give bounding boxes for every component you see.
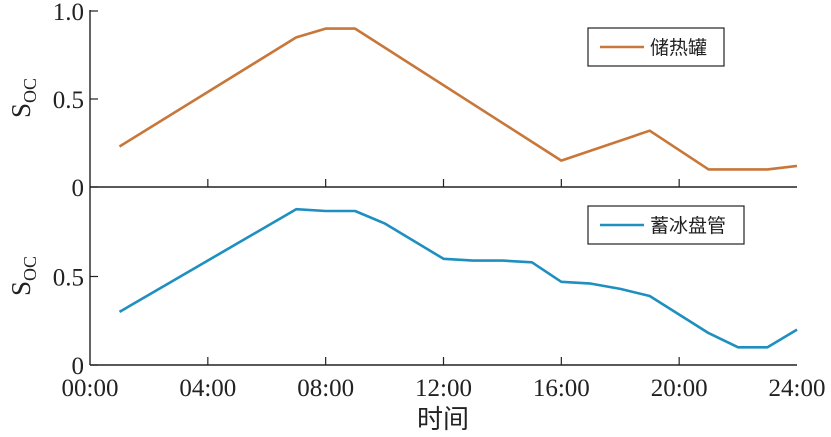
y-tick-label: 0 xyxy=(72,353,85,380)
x-tick-label: 04:00 xyxy=(179,375,236,402)
x-tick-label: 00:00 xyxy=(62,375,119,402)
x-tick-label: 20:00 xyxy=(651,375,708,402)
top-series-lines xyxy=(118,27,798,171)
bottom-legend: 蓄冰盘管 xyxy=(587,205,745,245)
bottom-panel-ice-coil: SOC 0.50 00:00 04:00 08:00 12:00 16:00 20:00 2… xyxy=(6,187,825,435)
x-axis-title: 时间 xyxy=(417,405,469,435)
x-tick-label: 12:00 xyxy=(415,375,472,402)
top-y-ticks: 1.0 0.5 0 xyxy=(53,0,98,202)
y-tick-label: 0 xyxy=(72,175,85,202)
bottom-y-ticks: 0.50 xyxy=(53,265,98,380)
bottom-series-lines xyxy=(118,207,798,349)
x-tick-label: 08:00 xyxy=(297,375,354,402)
top-panel-storage-tank: SOC 1.0 0.5 0 储热罐 xyxy=(6,0,798,202)
y-tick-label: 0.5 xyxy=(53,265,84,292)
bottom-x-ticks: 00:00 04:00 08:00 12:00 16:00 20:00 24:00 xyxy=(62,357,826,402)
bottom-y-axis-title: SOC xyxy=(6,256,40,296)
bottom-legend-label: 蓄冰盘管 xyxy=(650,215,726,237)
y-tick-label: 1.0 xyxy=(53,0,84,26)
top-x-ticks xyxy=(207,179,680,187)
x-tick-label: 16:00 xyxy=(533,375,590,402)
y-tick-label: 0.5 xyxy=(53,87,84,114)
top-y-axis-title: SOC xyxy=(6,78,40,118)
top-legend: 储热罐 xyxy=(587,27,725,67)
x-tick-label: 24:00 xyxy=(769,375,826,402)
top-legend-label: 储热罐 xyxy=(650,37,707,59)
